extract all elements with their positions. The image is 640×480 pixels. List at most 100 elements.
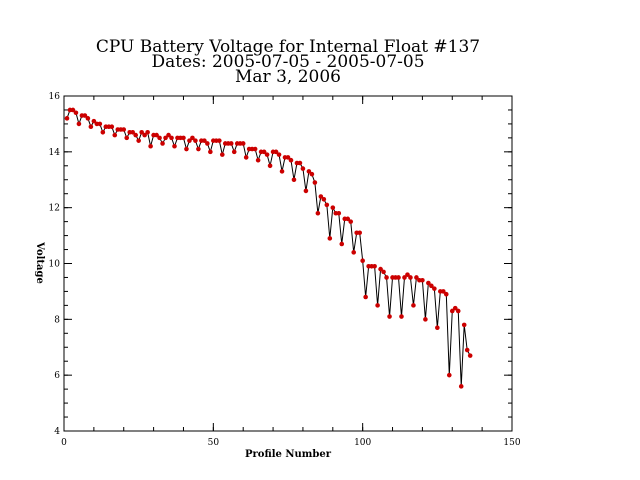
data-point bbox=[264, 152, 270, 157]
data-point bbox=[76, 121, 82, 127]
data-point bbox=[399, 314, 404, 319]
data-point bbox=[166, 132, 171, 138]
x-axis-tick-labels: 0 50 100 150 bbox=[61, 438, 521, 448]
data-point bbox=[339, 241, 345, 247]
data-point bbox=[205, 141, 210, 146]
data-point bbox=[231, 149, 237, 155]
data-point bbox=[124, 135, 130, 141]
data-point bbox=[133, 132, 138, 138]
data-point bbox=[193, 138, 198, 143]
data-point bbox=[309, 171, 315, 177]
chart-subtitle-generated-date: Mar 3, 2006 bbox=[235, 67, 341, 87]
data-point bbox=[276, 152, 282, 157]
data-point bbox=[291, 177, 297, 183]
x-axis-label: Profile Number bbox=[245, 449, 332, 460]
data-point bbox=[97, 121, 103, 127]
data-point bbox=[455, 308, 461, 314]
data-point bbox=[100, 129, 106, 135]
data-point bbox=[303, 188, 309, 194]
data-point bbox=[297, 160, 303, 166]
data-point bbox=[130, 129, 135, 135]
data-point bbox=[387, 314, 392, 319]
data-point bbox=[187, 138, 192, 143]
data-point bbox=[121, 127, 127, 132]
data-point bbox=[306, 169, 312, 174]
data-point bbox=[279, 169, 285, 174]
data-point bbox=[429, 283, 434, 289]
data-point bbox=[196, 146, 201, 152]
data-point bbox=[402, 275, 407, 280]
data-point bbox=[443, 291, 449, 297]
data-point bbox=[136, 138, 141, 143]
data-point bbox=[467, 353, 473, 358]
data-point bbox=[73, 110, 79, 116]
data-point bbox=[82, 113, 88, 118]
chart-subtitle-dates: Dates: 2005-07-05 - 2005-07-05 bbox=[151, 52, 424, 72]
data-point bbox=[252, 146, 258, 152]
y-tick-label: 16 bbox=[49, 92, 61, 102]
x-tick-label: 150 bbox=[503, 438, 520, 448]
data-point bbox=[160, 141, 165, 146]
y-tick-label: 4 bbox=[54, 427, 60, 437]
data-point bbox=[145, 129, 150, 135]
data-point bbox=[64, 116, 70, 121]
y-axis-tick-labels: 4 6 8 10 12 14 16 bbox=[49, 92, 61, 437]
data-point bbox=[169, 135, 174, 141]
data-point bbox=[330, 205, 336, 210]
data-point bbox=[375, 303, 380, 308]
data-point bbox=[446, 372, 452, 378]
data-point bbox=[378, 266, 383, 272]
data-point bbox=[336, 210, 342, 216]
data-point bbox=[461, 322, 467, 328]
data-point bbox=[411, 303, 416, 308]
data-point bbox=[139, 129, 144, 135]
data-point bbox=[384, 275, 389, 280]
data-point bbox=[435, 325, 440, 331]
data-point bbox=[318, 194, 324, 199]
chart-title-block: CPU Battery Voltage for Internal Float #… bbox=[96, 37, 480, 87]
data-point bbox=[324, 202, 330, 208]
data-point bbox=[408, 275, 413, 280]
data-point bbox=[405, 272, 410, 277]
data-point bbox=[348, 219, 354, 224]
x-tick-label: 0 bbox=[61, 438, 67, 448]
y-tick-label: 14 bbox=[49, 148, 61, 158]
y-tick-label: 10 bbox=[49, 260, 61, 270]
data-point bbox=[420, 277, 425, 283]
data-point bbox=[70, 107, 76, 113]
data-point bbox=[208, 149, 213, 155]
data-point bbox=[464, 347, 470, 353]
data-point bbox=[228, 141, 234, 146]
data-point bbox=[426, 280, 431, 286]
data-point bbox=[148, 143, 153, 149]
data-point bbox=[288, 157, 294, 163]
data-point bbox=[267, 163, 273, 169]
plot-area-frame bbox=[63, 95, 513, 432]
data-point bbox=[345, 216, 351, 222]
data-point bbox=[458, 384, 464, 389]
data-point bbox=[285, 155, 291, 160]
data-point bbox=[273, 149, 279, 155]
y-tick-label: 12 bbox=[49, 204, 60, 214]
data-point bbox=[261, 149, 267, 155]
data-point bbox=[157, 135, 162, 141]
data-point bbox=[172, 143, 177, 149]
data-point bbox=[243, 155, 249, 160]
data-point bbox=[85, 116, 91, 121]
x-tick-label: 50 bbox=[208, 438, 220, 448]
data-point bbox=[112, 132, 118, 138]
data-point bbox=[255, 157, 261, 163]
series-markers bbox=[64, 107, 473, 389]
data-point bbox=[441, 289, 446, 294]
data-point bbox=[321, 196, 327, 202]
data-point bbox=[315, 210, 321, 216]
data-point bbox=[396, 275, 401, 280]
data-point bbox=[423, 317, 428, 322]
data-point bbox=[327, 236, 333, 241]
data-point bbox=[202, 138, 207, 143]
data-point bbox=[109, 124, 115, 130]
data-point bbox=[142, 132, 147, 138]
data-point bbox=[360, 258, 365, 264]
data-point bbox=[163, 135, 168, 141]
